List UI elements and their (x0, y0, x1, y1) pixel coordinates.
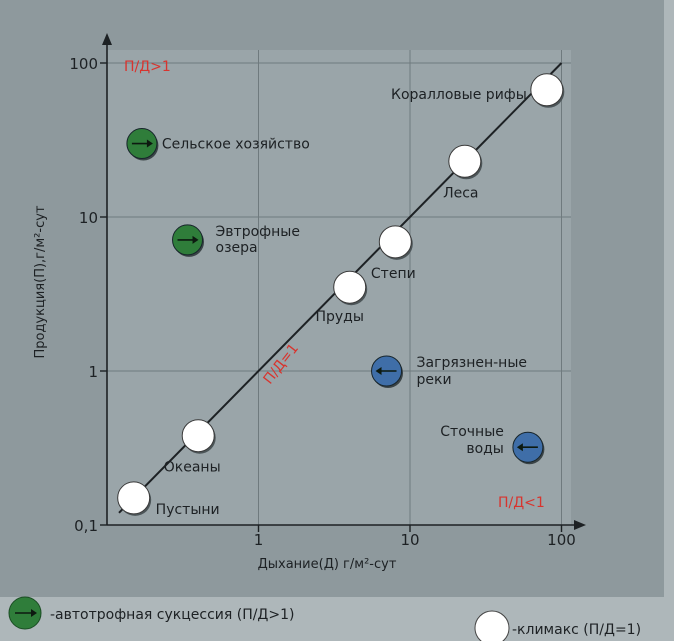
y-axis-title: Продукция(П),г/м²-сут (33, 205, 48, 358)
point-океаны: Океаны (164, 419, 221, 476)
point-леса: Леса (443, 144, 483, 201)
grid (107, 50, 571, 525)
axis-ticks: 1 10 100 0,1 1 10 100 (69, 55, 575, 549)
y-tick-label: 100 (69, 55, 98, 73)
point-label: Загрязнен-ные реки (417, 355, 527, 388)
ratio-above-label: П/Д>1 (124, 59, 171, 75)
y-axis-arrow (102, 33, 112, 45)
climax-marker (378, 225, 412, 259)
point-label: Сточные воды (440, 424, 504, 457)
point-пруды: Пруды (315, 270, 368, 325)
climax-marker (448, 144, 482, 178)
point-label: Пруды (315, 309, 363, 325)
legend: -автотрофная сукцессия (П/Д>1) -климакс … (8, 596, 641, 641)
point-label: Пустыни (156, 502, 220, 518)
x-tick-label: 10 (400, 531, 419, 549)
point-label-line: озера (216, 240, 258, 256)
legend-arrow-head-icon (31, 609, 37, 617)
point-степи: Степи (371, 225, 416, 282)
y-tick-label: 1 (88, 363, 98, 381)
point-коралловые-рифы: Коралловые рифы (391, 73, 565, 108)
point-label: Сельское хозяйство (162, 137, 310, 153)
y-tick-label: 10 (79, 209, 98, 227)
legend-autotroph-text: -автотрофная сукцессия (П/Д>1) (50, 607, 294, 623)
legend-climax-text: -климакс (П/Д=1) (512, 622, 641, 638)
x-tick-label: 100 (547, 531, 576, 549)
arrow-head-icon (192, 235, 199, 244)
x-axis-title: Дыхание(Д) г/м²-сут (258, 557, 397, 572)
point-label-line: Эвтрофные (216, 224, 300, 240)
arrow-head-icon (375, 367, 382, 375)
point-label: Коралловые рифы (391, 87, 527, 103)
point-label: Степи (371, 266, 416, 282)
climax-marker (181, 419, 215, 453)
climax-marker (117, 481, 151, 515)
point-label-line: Сточные (440, 424, 504, 440)
climax-marker (333, 270, 367, 304)
point-загрязнен-ные-реки: Загрязнен-ные реки (371, 355, 527, 388)
point-label: Леса (443, 185, 478, 201)
point-label-line: реки (417, 372, 452, 388)
x-axis-arrow (574, 520, 586, 530)
point-label-line: Загрязнен-ные (417, 355, 527, 371)
point-эвтрофные-озера: Эвтрофные озера (172, 224, 300, 257)
point-сточные-воды: Сточные воды (440, 424, 545, 465)
data-points: Сельское хозяйство Эвтрофные озера Кораллов… (117, 73, 565, 518)
point-label-line: воды (466, 441, 504, 457)
arrow-head-icon (146, 139, 153, 148)
point-label: Эвтрофные озера (216, 224, 300, 256)
point-label: Океаны (164, 460, 221, 476)
x-tick-label: 1 (254, 531, 264, 549)
arrow-head-icon (516, 443, 523, 452)
ratio-below-label: П/Д<1 (498, 495, 545, 511)
y-tick-label: 0,1 (74, 517, 98, 535)
point-пустыни: Пустыни (117, 481, 220, 518)
climax-marker (530, 73, 564, 107)
point-сельское-хозяйство: Сельское хозяйство (126, 128, 310, 161)
legend-climax-marker (474, 610, 510, 641)
